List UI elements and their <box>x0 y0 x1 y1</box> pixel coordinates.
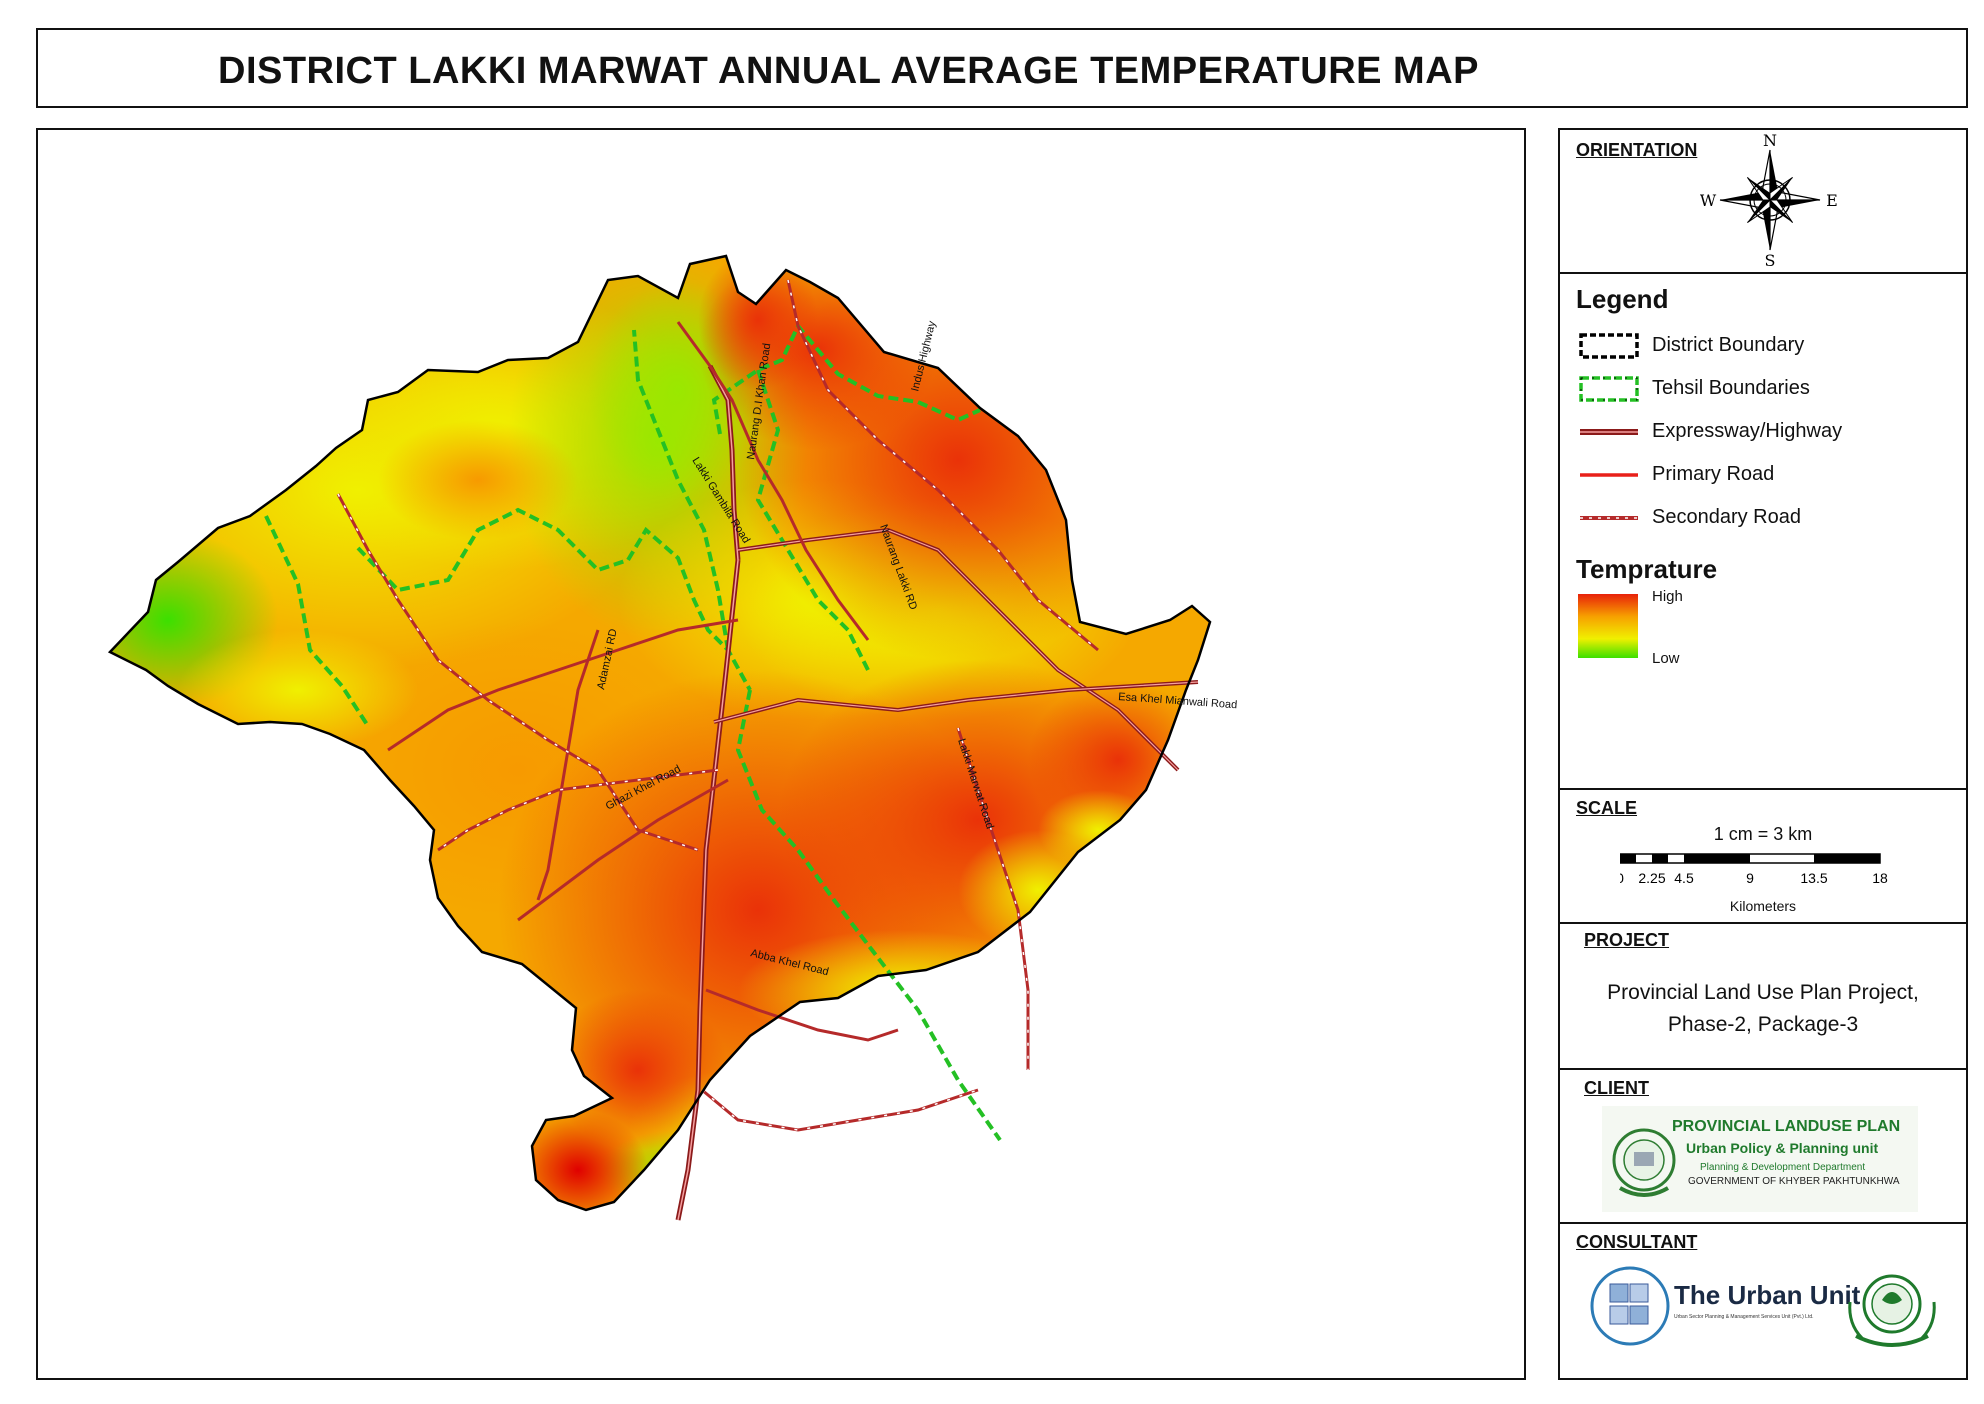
client-logo-text-4: GOVERNMENT OF KHYBER PAKHTUNKHWA <box>1688 1176 1900 1187</box>
project-line-2: Phase-2, Package-3 <box>1667 1013 1859 1036</box>
project-section: PROJECT Provincial Land Use Plan Project… <box>1560 924 1966 1070</box>
map-title: DISTRICT LAKKI MARWAT ANNUAL AVERAGE TEM… <box>218 50 1479 92</box>
tehsil-boundaries <box>264 322 1002 1142</box>
scale-tick: 13.5 <box>1800 870 1827 886</box>
ramp-heading: Temprature <box>1576 554 1718 584</box>
orientation-heading: ORIENTATION <box>1576 140 1698 160</box>
scale-ratio: 1 cm = 3 km <box>1713 824 1813 844</box>
compass-west: W <box>1700 191 1717 210</box>
scale-tick: 0 <box>1620 870 1624 886</box>
client-logo-text-1: PROVINCIAL LANDUSE PLAN <box>1672 1118 1901 1135</box>
scale-section: SCALE 1 cm = 3 km 0 2.25 4.5 9 13.5 18 K… <box>1560 790 1966 924</box>
highways <box>675 364 1199 1221</box>
consultant-logo-text: The Urban Unit <box>1674 1280 1861 1310</box>
ramp-low-label: Low <box>1652 650 1680 667</box>
legend-label: Expressway/Highway <box>1652 420 1843 442</box>
compass-east: E <box>1826 191 1838 210</box>
legend-section: Legend District Boundary Tehsil Boundari… <box>1560 274 1966 790</box>
legend-label: Tehsil Boundaries <box>1652 377 1810 399</box>
temperature-surface <box>110 256 1210 1210</box>
urban-unit-puzzle-logo-icon <box>1590 1266 1670 1346</box>
legend-item: District Boundary <box>1578 330 1958 360</box>
primary-road-symbol <box>1580 473 1638 477</box>
client-logo: PROVINCIAL LANDUSE PLAN Urban Policy & P… <box>1602 1106 1918 1212</box>
consultant-section: CONSULTANT The Urban Unit Urban Sector P… <box>1560 1224 1966 1378</box>
orientation-section: ORIENTATION <box>1560 130 1966 274</box>
highway-symbol <box>1580 429 1638 435</box>
scale-tick: 18 <box>1872 870 1888 886</box>
compass-rose-icon: N S E W <box>1700 132 1838 270</box>
client-logo-text-2: Urban Policy & Planning unit <box>1686 1140 1879 1156</box>
scale-tick: 9 <box>1746 870 1754 886</box>
client-logo-text-3: Planning & Development Department <box>1700 1162 1866 1173</box>
temperature-ramp <box>1578 594 1638 658</box>
title-box: DISTRICT LAKKI MARWAT ANNUAL AVERAGE TEM… <box>36 28 1968 108</box>
district-boundary-symbol <box>1579 333 1639 359</box>
side-panel: ORIENTATION <box>1558 128 1968 1380</box>
consultant-heading: CONSULTANT <box>1576 1232 1698 1252</box>
scale-heading: SCALE <box>1576 798 1638 818</box>
compass-south: S <box>1765 251 1776 270</box>
scale-bar: 0 2.25 4.5 9 13.5 18 <box>1620 853 1888 886</box>
punjab-emblem-icon <box>1848 1274 1936 1347</box>
legend-heading: Legend <box>1576 284 1669 314</box>
secondary-roads <box>337 279 1099 1131</box>
consultant-logo-subtext: Urban Sector Planning & Management Servi… <box>1674 1314 1814 1320</box>
secondary-road-symbol <box>1580 516 1638 520</box>
kp-emblem-icon <box>1612 1128 1676 1197</box>
legend-label: Secondary Road <box>1652 506 1801 528</box>
client-heading: CLIENT <box>1584 1078 1649 1098</box>
scale-tick: 4.5 <box>1674 870 1694 886</box>
project-heading: PROJECT <box>1584 930 1670 950</box>
legend-item: Primary Road <box>1578 459 1958 489</box>
legend-label: Primary Road <box>1652 463 1775 485</box>
legend-item: Secondary Road <box>1578 502 1958 532</box>
client-section: CLIENT PROVINCIAL LANDUSE PLAN Urban Pol… <box>1560 1070 1966 1224</box>
project-line-1: Provincial Land Use Plan Project, <box>1607 981 1919 1004</box>
map-frame: Naurang D.I Khan Road Lakki Gambila Road… <box>36 128 1526 1380</box>
scale-tick: 2.25 <box>1638 870 1665 886</box>
compass-north: N <box>1763 132 1777 150</box>
map-canvas: Naurang D.I Khan Road Lakki Gambila Road… <box>108 254 1238 1221</box>
tehsil-boundary-symbol <box>1579 376 1639 402</box>
scale-units: Kilometers <box>1729 898 1797 914</box>
legend-item: Expressway/Highway <box>1578 416 1958 446</box>
legend-label: District Boundary <box>1652 334 1805 356</box>
ramp-high-label: High <box>1652 588 1683 605</box>
legend-item: Tehsil Boundaries <box>1578 373 1958 403</box>
